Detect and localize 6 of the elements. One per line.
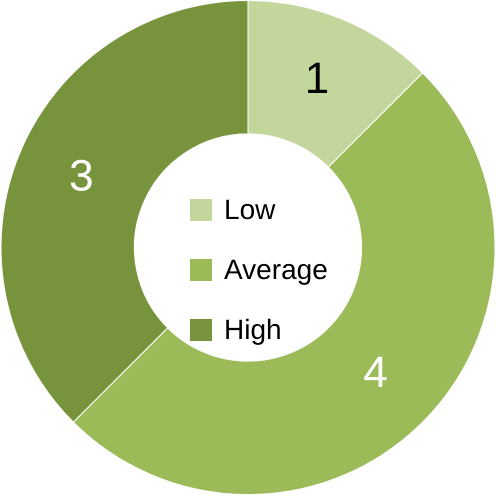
data-label: 3	[69, 152, 94, 201]
legend-label: Low	[224, 194, 276, 226]
legend-label: Average	[224, 254, 328, 286]
legend-label: High	[224, 314, 282, 346]
data-label: 1	[304, 54, 330, 104]
data-label: 4	[363, 348, 388, 398]
